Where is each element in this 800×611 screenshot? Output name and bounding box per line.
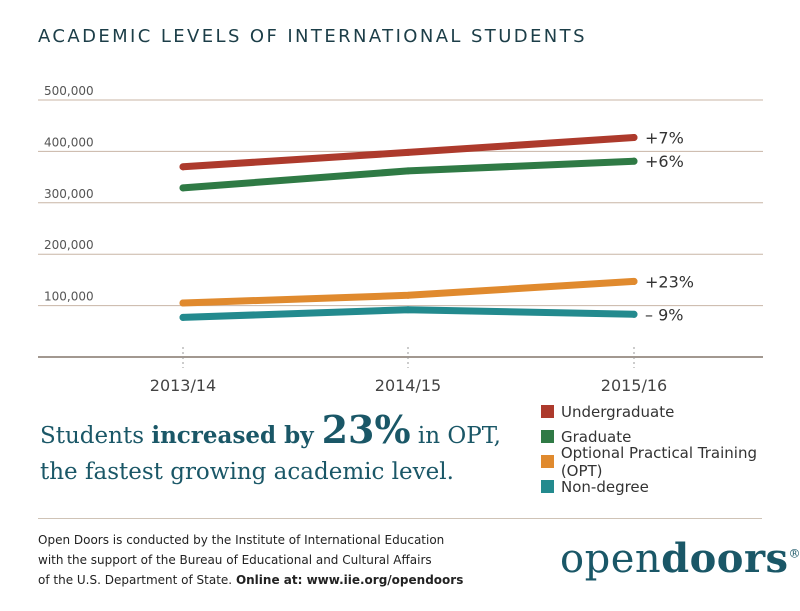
legend-swatch	[541, 405, 554, 418]
line-chart: 100,000 200,000 300,000 400,000 500,000 2013/…	[38, 84, 763, 395]
data-point	[179, 163, 187, 171]
legend-item: Graduate	[541, 424, 800, 449]
logo-registered-mark: ®	[788, 546, 800, 561]
y-tick-label: 300,000	[44, 187, 94, 201]
footer-line-3: of the U.S. Department of State. Online …	[38, 570, 463, 590]
data-point	[404, 167, 412, 175]
footer-divider	[38, 518, 762, 519]
chart-title: ACADEMIC LEVELS OF INTERNATIONAL STUDENT…	[38, 26, 587, 47]
data-point	[630, 157, 638, 165]
legend-swatch	[541, 480, 554, 493]
data-point	[179, 299, 187, 307]
y-tick-label: 100,000	[44, 290, 94, 304]
legend: Undergraduate Graduate Optional Practical …	[541, 399, 800, 499]
series-change-label: +23%	[645, 272, 694, 291]
x-tick-label: 2015/16	[601, 376, 667, 395]
footer-line-2: with the support of the Bureau of Educat…	[38, 553, 432, 567]
headline-strong: increased by	[151, 422, 322, 449]
headline-post: in OPT,	[410, 423, 501, 449]
logo-part-doors: doors	[661, 535, 789, 582]
y-tick-label: 400,000	[44, 135, 94, 149]
y-tick-label: 200,000	[44, 238, 94, 252]
legend-item: Optional Practical Training (OPT)	[541, 444, 800, 480]
legend-item: Undergraduate	[541, 399, 800, 424]
legend-label: Non-degree	[561, 477, 649, 496]
legend-item: Non-degree	[541, 474, 800, 499]
y-tick-label: 500,000	[44, 84, 94, 98]
logo-part-open: open	[560, 536, 662, 582]
legend-label: Undergraduate	[561, 402, 675, 421]
data-point	[630, 134, 638, 142]
data-point	[630, 277, 638, 285]
legend-swatch	[541, 455, 554, 468]
footer-url[interactable]: Online at: www.iie.org/opendoors	[235, 573, 464, 587]
headline-pre: Students	[40, 423, 152, 449]
headline-line-2: the fastest growing academic level.	[40, 459, 454, 485]
footer-line-3-text: of the U.S. Department of State.	[38, 573, 236, 587]
data-point	[630, 310, 638, 318]
opendoors-logo: opendoors®	[560, 535, 800, 582]
series-change-label: +6%	[645, 152, 684, 171]
headline: Students increased by 23% in OPT, the fa…	[40, 411, 501, 490]
legend-swatch	[541, 430, 554, 443]
headline-big-number: 23%	[321, 407, 411, 452]
series-change-label: – 9%	[645, 305, 683, 324]
x-tick-label: 2014/15	[375, 376, 441, 395]
data-point	[404, 148, 412, 156]
data-point	[179, 184, 187, 192]
footer-text: Open Doors is conducted by the Institute…	[38, 530, 463, 590]
legend-label: Graduate	[561, 427, 632, 446]
headline-line-1: Students increased by 23% in OPT,	[40, 411, 501, 454]
legend-label: Optional Practical Training (OPT)	[560, 443, 757, 480]
data-point	[404, 306, 412, 314]
footer-line-1: Open Doors is conducted by the Institute…	[38, 533, 445, 547]
series-change-label: +7%	[645, 129, 684, 148]
x-tick-label: 2013/14	[150, 376, 216, 395]
data-point	[404, 291, 412, 299]
data-point	[179, 313, 187, 321]
